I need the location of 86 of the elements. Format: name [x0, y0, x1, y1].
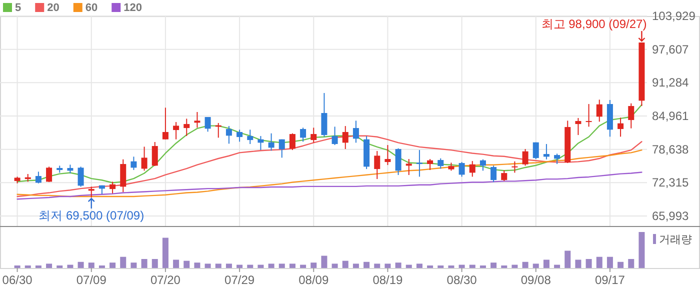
bar — [374, 264, 380, 268]
bar — [88, 262, 94, 268]
y-tick-label: 103,929 — [652, 9, 696, 23]
bar — [289, 264, 296, 268]
line-series — [16, 172, 642, 200]
x-tick-label: 07/09 — [76, 273, 107, 287]
bar — [438, 265, 444, 268]
bar — [575, 260, 582, 268]
bar — [152, 259, 158, 268]
bar — [586, 259, 592, 268]
bar — [416, 264, 422, 268]
x-tick-label: 09/08 — [520, 273, 552, 287]
x-tick-label: 06/30 — [2, 273, 33, 287]
bar — [258, 264, 264, 268]
bar — [628, 259, 634, 268]
bar — [458, 264, 465, 268]
bar — [606, 256, 613, 268]
y-tick-label: 65,993 — [652, 209, 690, 224]
annotation: 최저 69,500 (07/09) — [38, 208, 144, 223]
bar — [67, 264, 74, 268]
bar — [522, 262, 528, 268]
x-tick-label: 08/30 — [446, 273, 478, 287]
bar — [638, 232, 645, 268]
bar — [35, 265, 42, 268]
legend: 거래량 — [653, 234, 692, 246]
x-tick-label: 08/09 — [298, 273, 329, 287]
bar — [110, 262, 116, 268]
y-tick-label: 78,638 — [652, 142, 690, 156]
line-series — [16, 149, 642, 198]
x-tick-label: 07/20 — [150, 273, 181, 287]
bar — [532, 264, 539, 268]
bar — [268, 264, 274, 268]
bar — [321, 256, 328, 268]
bar — [448, 265, 454, 268]
bar — [490, 262, 497, 268]
bar — [120, 256, 126, 268]
bar — [278, 264, 285, 268]
bar — [98, 265, 105, 268]
bar — [46, 264, 52, 268]
bar — [184, 260, 190, 268]
x-tick-label: 09/17 — [594, 273, 626, 287]
bar — [332, 264, 338, 268]
legend-label: 20 — [47, 2, 60, 14]
bar — [226, 264, 232, 268]
bar — [512, 264, 518, 268]
x-tick-label: 08/19 — [372, 273, 404, 287]
bar — [596, 256, 602, 268]
bar — [310, 262, 317, 268]
legend-label: 120 — [124, 2, 142, 14]
bar — [130, 262, 137, 268]
bar — [543, 260, 550, 268]
bar — [480, 265, 486, 268]
legend-label: 60 — [85, 2, 98, 14]
bar — [141, 259, 148, 268]
bar — [236, 264, 243, 268]
y-tick-label: 97,607 — [652, 42, 690, 56]
bar — [469, 264, 476, 268]
bar — [24, 265, 31, 268]
x-tick-label: 07/29 — [224, 273, 255, 287]
bar — [364, 262, 370, 268]
bar — [384, 264, 391, 268]
y-tick-label: 91,284 — [652, 76, 690, 90]
bar — [14, 265, 20, 268]
bar — [194, 262, 200, 268]
bar — [618, 262, 624, 268]
bar — [564, 250, 571, 268]
bar — [204, 264, 211, 268]
legend-label: 5 — [15, 2, 22, 14]
bar — [247, 264, 254, 268]
bar — [173, 260, 180, 268]
y-tick-label: 72,315 — [652, 176, 690, 190]
bar — [78, 262, 84, 268]
legend-label: 거래량 — [659, 234, 692, 246]
bar — [554, 264, 560, 268]
bar — [300, 264, 306, 268]
y-tick-label: 84,961 — [652, 109, 690, 124]
bar — [162, 238, 168, 268]
bar — [406, 264, 412, 268]
bar — [342, 260, 348, 268]
annotation: 최고 98,900 (09/27) — [541, 17, 647, 31]
bar — [501, 265, 508, 268]
bar — [56, 265, 63, 268]
bar — [427, 265, 434, 268]
bar — [395, 262, 402, 268]
bar — [352, 264, 359, 268]
bar — [215, 264, 222, 268]
